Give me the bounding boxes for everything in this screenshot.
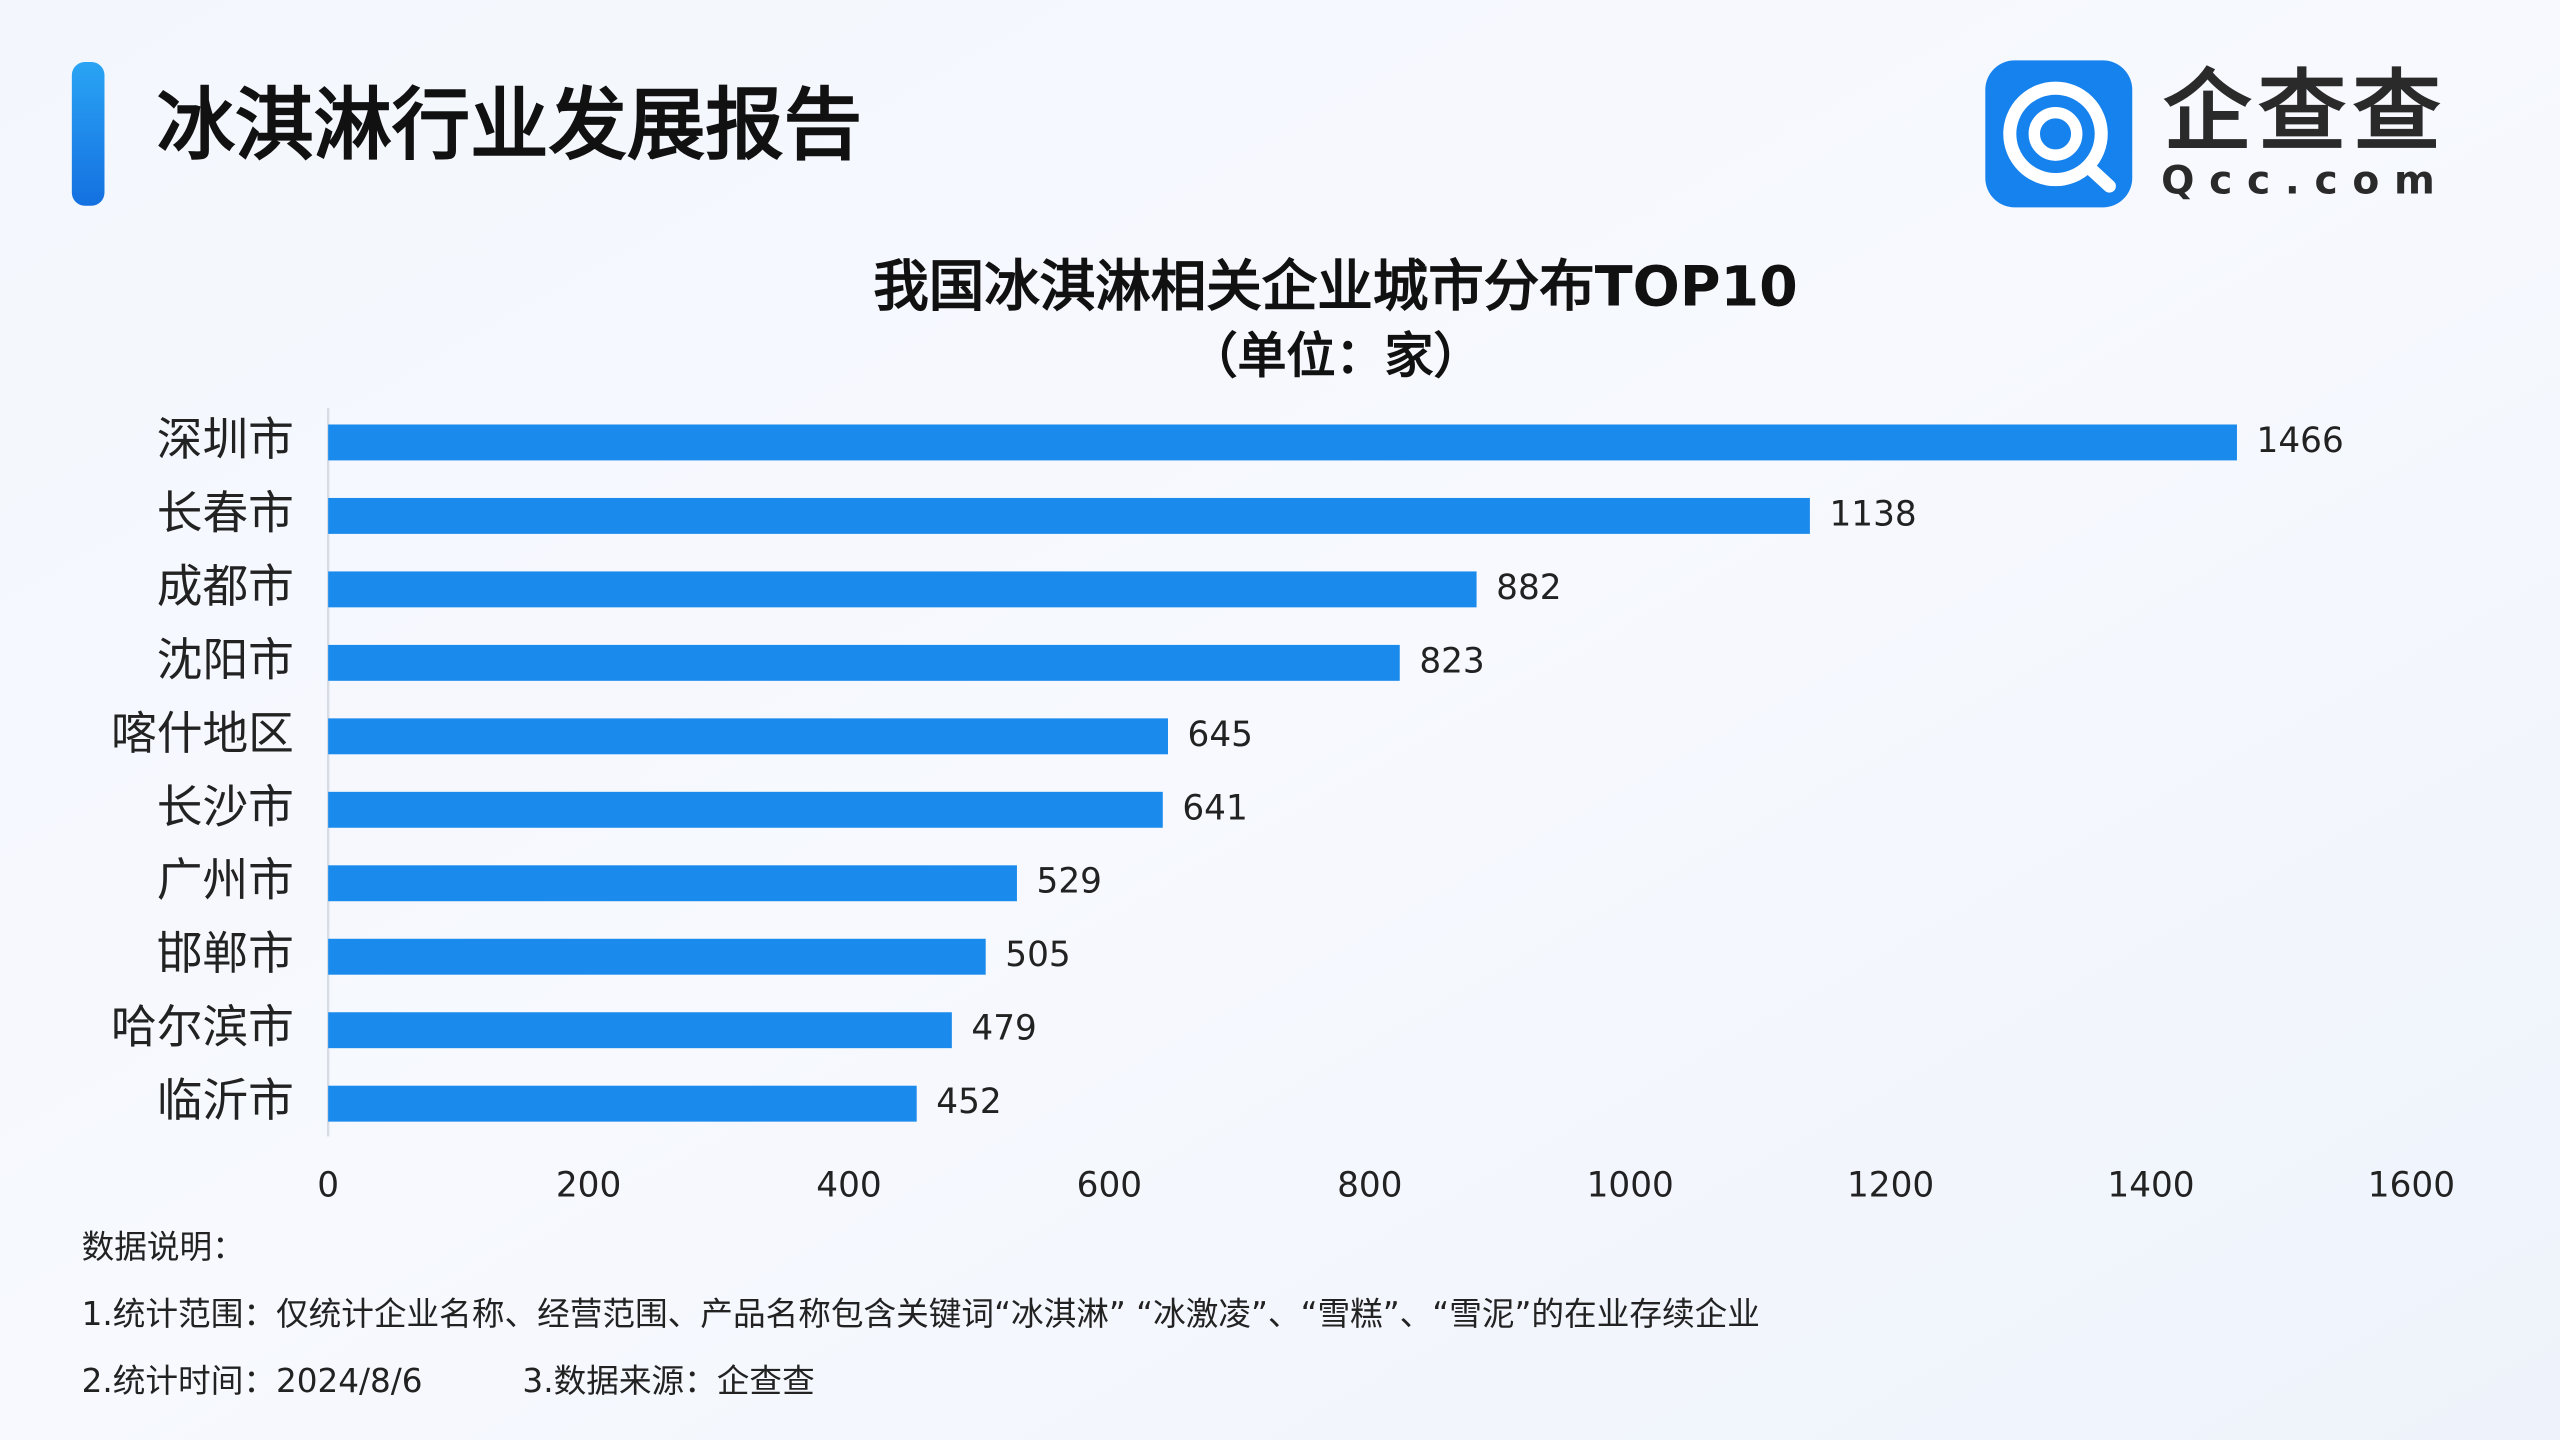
- value-label: 645: [1188, 715, 1253, 755]
- x-tick-label: 400: [816, 1165, 881, 1205]
- value-label: 505: [1005, 935, 1070, 975]
- y-tick-label: 邯郸市: [157, 927, 294, 980]
- bar: [328, 424, 2237, 461]
- value-label: 452: [936, 1082, 1001, 1122]
- bar: [328, 791, 1163, 828]
- value-label: 1138: [1829, 494, 1916, 534]
- bar: [328, 1085, 917, 1122]
- y-tick-label: 沈阳市: [157, 633, 294, 686]
- logo-core: [2028, 106, 2083, 161]
- y-tick-label: 广州市: [157, 854, 294, 907]
- bar: [328, 865, 1017, 902]
- logo: 企查查 Qcc.com: [1985, 60, 2449, 208]
- chart-subtitle: （单位：家）: [1189, 328, 1483, 385]
- value-label: 823: [1419, 641, 1484, 681]
- bar: [328, 497, 1810, 534]
- notes-heading: 数据说明：: [82, 1228, 245, 1266]
- x-tick-label: 1000: [1587, 1165, 1674, 1205]
- y-tick-label: 成都市: [157, 560, 294, 613]
- notes-source: 3.数据来源：企查查: [522, 1362, 814, 1400]
- value-label: 641: [1182, 788, 1247, 828]
- logo-domain: Qcc.com: [2161, 158, 2449, 203]
- value-label: 479: [971, 1009, 1036, 1049]
- notes-scope: 1.统计范围：仅统计企业名称、经营范围、产品名称包含关键词“冰淇淋” “冰激凌”…: [82, 1295, 1760, 1333]
- y-tick-label: 喀什地区: [111, 707, 294, 760]
- x-tick-label: 600: [1077, 1165, 1142, 1205]
- x-tick-label: 200: [556, 1165, 621, 1205]
- bar: [328, 571, 1477, 608]
- logo-ring: [2003, 81, 2108, 187]
- plot: 0 200 400 600 800 1000 1200 1400 1600 深圳市 1466 长春市 1…: [111, 413, 2455, 1205]
- y-tick-label: 哈尔滨市: [111, 1001, 294, 1054]
- x-tick-label: 1600: [2368, 1165, 2455, 1205]
- x-tick-label: 1200: [1847, 1165, 1934, 1205]
- chart-title: 我国冰淇淋相关企业城市分布TOP10: [873, 255, 1797, 320]
- y-tick-label: 长春市: [157, 486, 294, 539]
- y-tick-label: 临沂市: [157, 1074, 294, 1127]
- bar: [328, 718, 1168, 755]
- bar: [328, 644, 1400, 681]
- notes-time: 2.统计时间：2024/8/6: [82, 1362, 423, 1400]
- y-tick-label: 长沙市: [157, 780, 294, 833]
- x-tick-label: 800: [1337, 1165, 1402, 1205]
- bar: [328, 1012, 952, 1049]
- value-label: 1466: [2257, 421, 2344, 461]
- page-title: 冰淇淋行业发展报告: [157, 80, 862, 171]
- x-tick-label: 0: [317, 1165, 339, 1205]
- logo-name: 企查查: [2163, 60, 2447, 163]
- bar: [328, 938, 986, 975]
- accent-bar: [71, 62, 105, 206]
- value-label: 529: [1037, 862, 1102, 902]
- y-tick-label: 深圳市: [157, 413, 294, 466]
- value-label: 882: [1496, 568, 1561, 608]
- x-tick-label: 1400: [2107, 1165, 2194, 1205]
- logo-tail: [2081, 160, 2116, 193]
